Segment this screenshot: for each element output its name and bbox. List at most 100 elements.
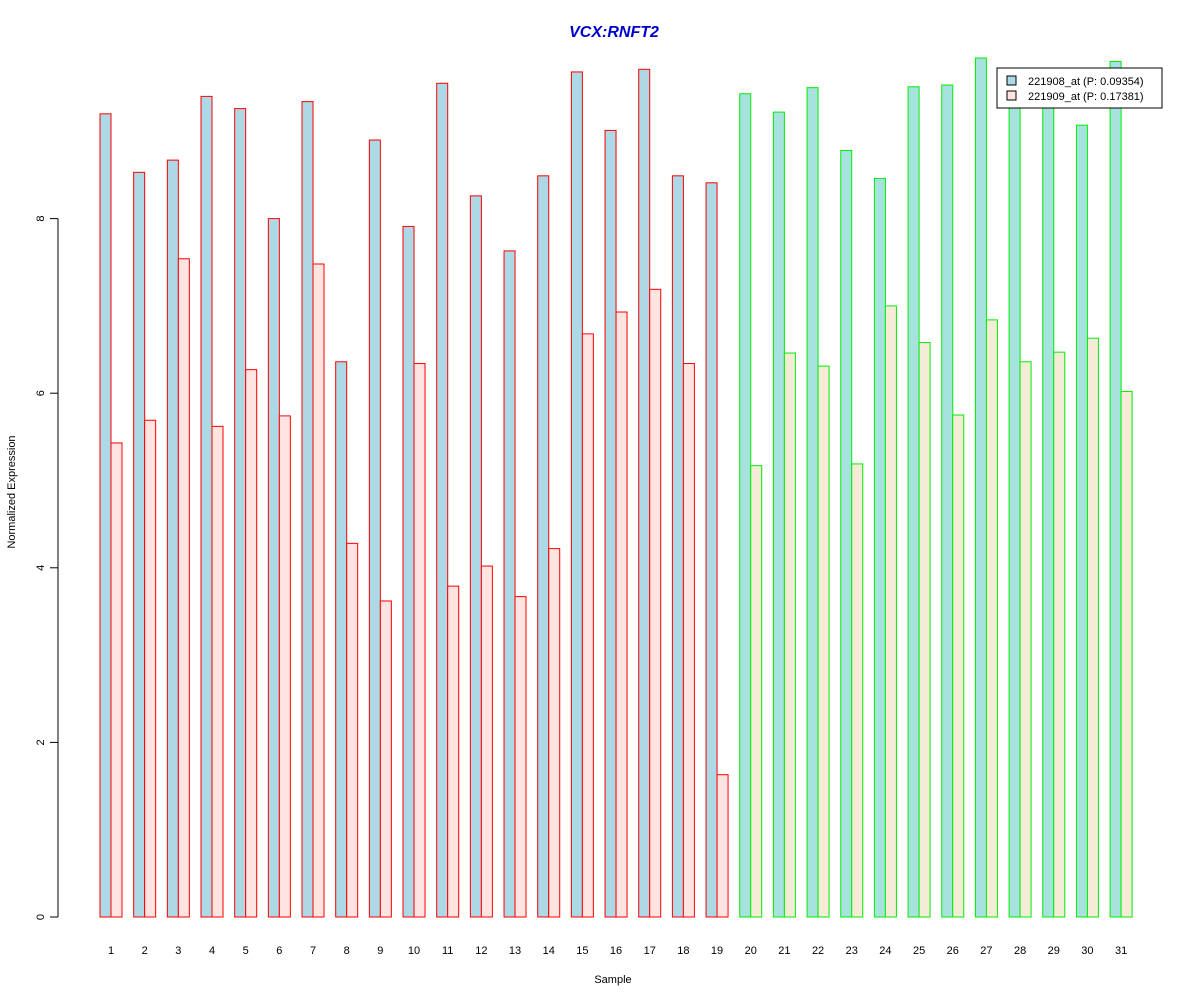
bar-series-1-sample-28: [1008, 93, 1021, 918]
bar-series-1-sample-5: [234, 108, 247, 918]
bar-series-1-sample-10: [402, 225, 415, 918]
bar-series-2-sample-7: [312, 263, 325, 918]
x-tick-label: 23: [846, 945, 858, 957]
x-tick-label: 17: [644, 945, 656, 957]
bar-series-2-sample-4: [211, 425, 224, 918]
bar-series-1-sample-16: [604, 129, 617, 918]
x-tick-label: 18: [677, 945, 689, 957]
bar-series-2-sample-5: [245, 369, 258, 918]
x-tick-label: 13: [509, 945, 521, 957]
y-tick-label: 6: [35, 390, 47, 396]
bar-series-2-sample-16: [615, 311, 628, 918]
x-tick-label: 25: [913, 945, 925, 957]
bar-series-2-sample-17: [649, 288, 662, 918]
x-axis-label: Sample: [594, 974, 631, 986]
bar-series-2-sample-30: [1086, 337, 1099, 918]
x-tick-label: 14: [543, 945, 555, 957]
bar-series-2-sample-6: [278, 415, 291, 918]
x-tick-label: 31: [1115, 945, 1127, 957]
bar-series-2-sample-26: [952, 414, 965, 918]
bar-series-1-sample-23: [840, 150, 853, 918]
bar-series-1-sample-25: [907, 86, 920, 918]
bar-series-2-sample-31: [1120, 390, 1133, 918]
x-tick-label: 7: [310, 945, 316, 957]
bar-series-2-sample-13: [514, 596, 527, 918]
x-tick-label: 8: [344, 945, 350, 957]
bar-series-2-sample-10: [413, 363, 426, 918]
x-tick-label: 15: [576, 945, 588, 957]
bar-series-2-sample-24: [884, 305, 897, 918]
bar-series-2-sample-18: [682, 363, 695, 918]
x-tick-label: 26: [947, 945, 959, 957]
y-tick-label: 2: [35, 739, 47, 745]
x-tick-label: 1: [108, 945, 114, 957]
bar-series-1-sample-21: [772, 111, 785, 918]
bar-series-2-sample-3: [177, 258, 190, 918]
x-tick-label: 19: [711, 945, 723, 957]
x-tick-label: 20: [745, 945, 757, 957]
x-tick-label: 22: [812, 945, 824, 957]
bar-series-1-sample-3: [166, 159, 179, 918]
x-tick-label: 12: [475, 945, 487, 957]
legend-swatch-series-1: [1006, 75, 1017, 86]
x-tick-label: 27: [980, 945, 992, 957]
legend-swatch-series-2: [1006, 90, 1017, 101]
bar-series-2-sample-29: [1053, 351, 1066, 918]
bar-series-1-sample-20: [739, 93, 752, 918]
chart-title: VCX:RNFT2: [569, 24, 659, 41]
bar-series-1-sample-26: [941, 84, 954, 918]
y-axis: 0 2 4 6 8: [35, 216, 59, 920]
bar-series-1-sample-12: [469, 195, 482, 918]
bar-series-2-sample-25: [918, 342, 931, 918]
bar-series-2-sample-1: [110, 442, 123, 918]
bar-series-1-sample-13: [503, 250, 516, 918]
bar-series-2-sample-11: [447, 585, 460, 918]
x-tick-label: 24: [879, 945, 891, 957]
bar-series-2-sample-20: [750, 465, 763, 918]
y-tick-label: 8: [35, 216, 47, 222]
x-tick-labels: 1 2 3 4 5 6 7 8 9 10 11 12 13 14 15 16 17 18 19 20 21 22 23 24 2…: [108, 945, 1127, 957]
bar-series-1-sample-30: [1075, 124, 1088, 918]
bar-series-1-sample-9: [368, 139, 381, 918]
x-tick-label: 4: [209, 945, 215, 957]
x-tick-label: 16: [610, 945, 622, 957]
bar-series-2-sample-2: [144, 419, 157, 918]
x-tick-label: 6: [276, 945, 282, 957]
bar-series-1-sample-17: [638, 68, 651, 918]
legend-label-series-2: 221909_at (P: 0.17381): [1028, 91, 1144, 103]
bar-series-2-sample-9: [379, 600, 392, 918]
bar-series-1-sample-6: [267, 218, 280, 918]
x-tick-label: 10: [408, 945, 420, 957]
x-tick-label: 9: [377, 945, 383, 957]
x-tick-label: 29: [1048, 945, 1060, 957]
bar-series-1-sample-22: [806, 87, 819, 918]
bar-series-2-sample-15: [581, 333, 594, 918]
bar-series-1-sample-29: [1042, 104, 1055, 918]
bar-series-2-sample-8: [346, 542, 359, 918]
bar-series-1-sample-24: [873, 177, 886, 918]
legend-box: [996, 67, 1163, 109]
x-tick-label: 28: [1014, 945, 1026, 957]
y-axis-label: Normalized Expression: [6, 435, 18, 548]
bar-series-2-sample-12: [480, 565, 493, 918]
x-tick-label: 11: [442, 945, 453, 957]
y-tick-label: 4: [35, 565, 47, 571]
x-tick-label: 30: [1081, 945, 1093, 957]
bar-series-2-sample-19: [716, 774, 729, 918]
bar-series-1-sample-19: [705, 182, 718, 918]
x-tick-label: 2: [142, 945, 148, 957]
bar-series-1-sample-1: [99, 113, 112, 918]
bar-series-2-sample-21: [783, 352, 796, 918]
x-tick-label: 3: [175, 945, 181, 957]
bars: [99, 57, 1133, 918]
bar-series-1-sample-31: [1109, 60, 1122, 918]
legend: 221908_at (P: 0.09354) 221909_at (P: 0.1…: [996, 67, 1163, 109]
bar-series-1-sample-14: [537, 175, 550, 918]
bar-series-1-sample-2: [133, 171, 146, 918]
bar-series-1-sample-8: [335, 361, 348, 918]
x-tick-label: 5: [243, 945, 249, 957]
x-tick-label: 21: [778, 945, 790, 957]
bar-series-2-sample-14: [548, 548, 561, 918]
bar-series-1-sample-7: [301, 101, 314, 918]
